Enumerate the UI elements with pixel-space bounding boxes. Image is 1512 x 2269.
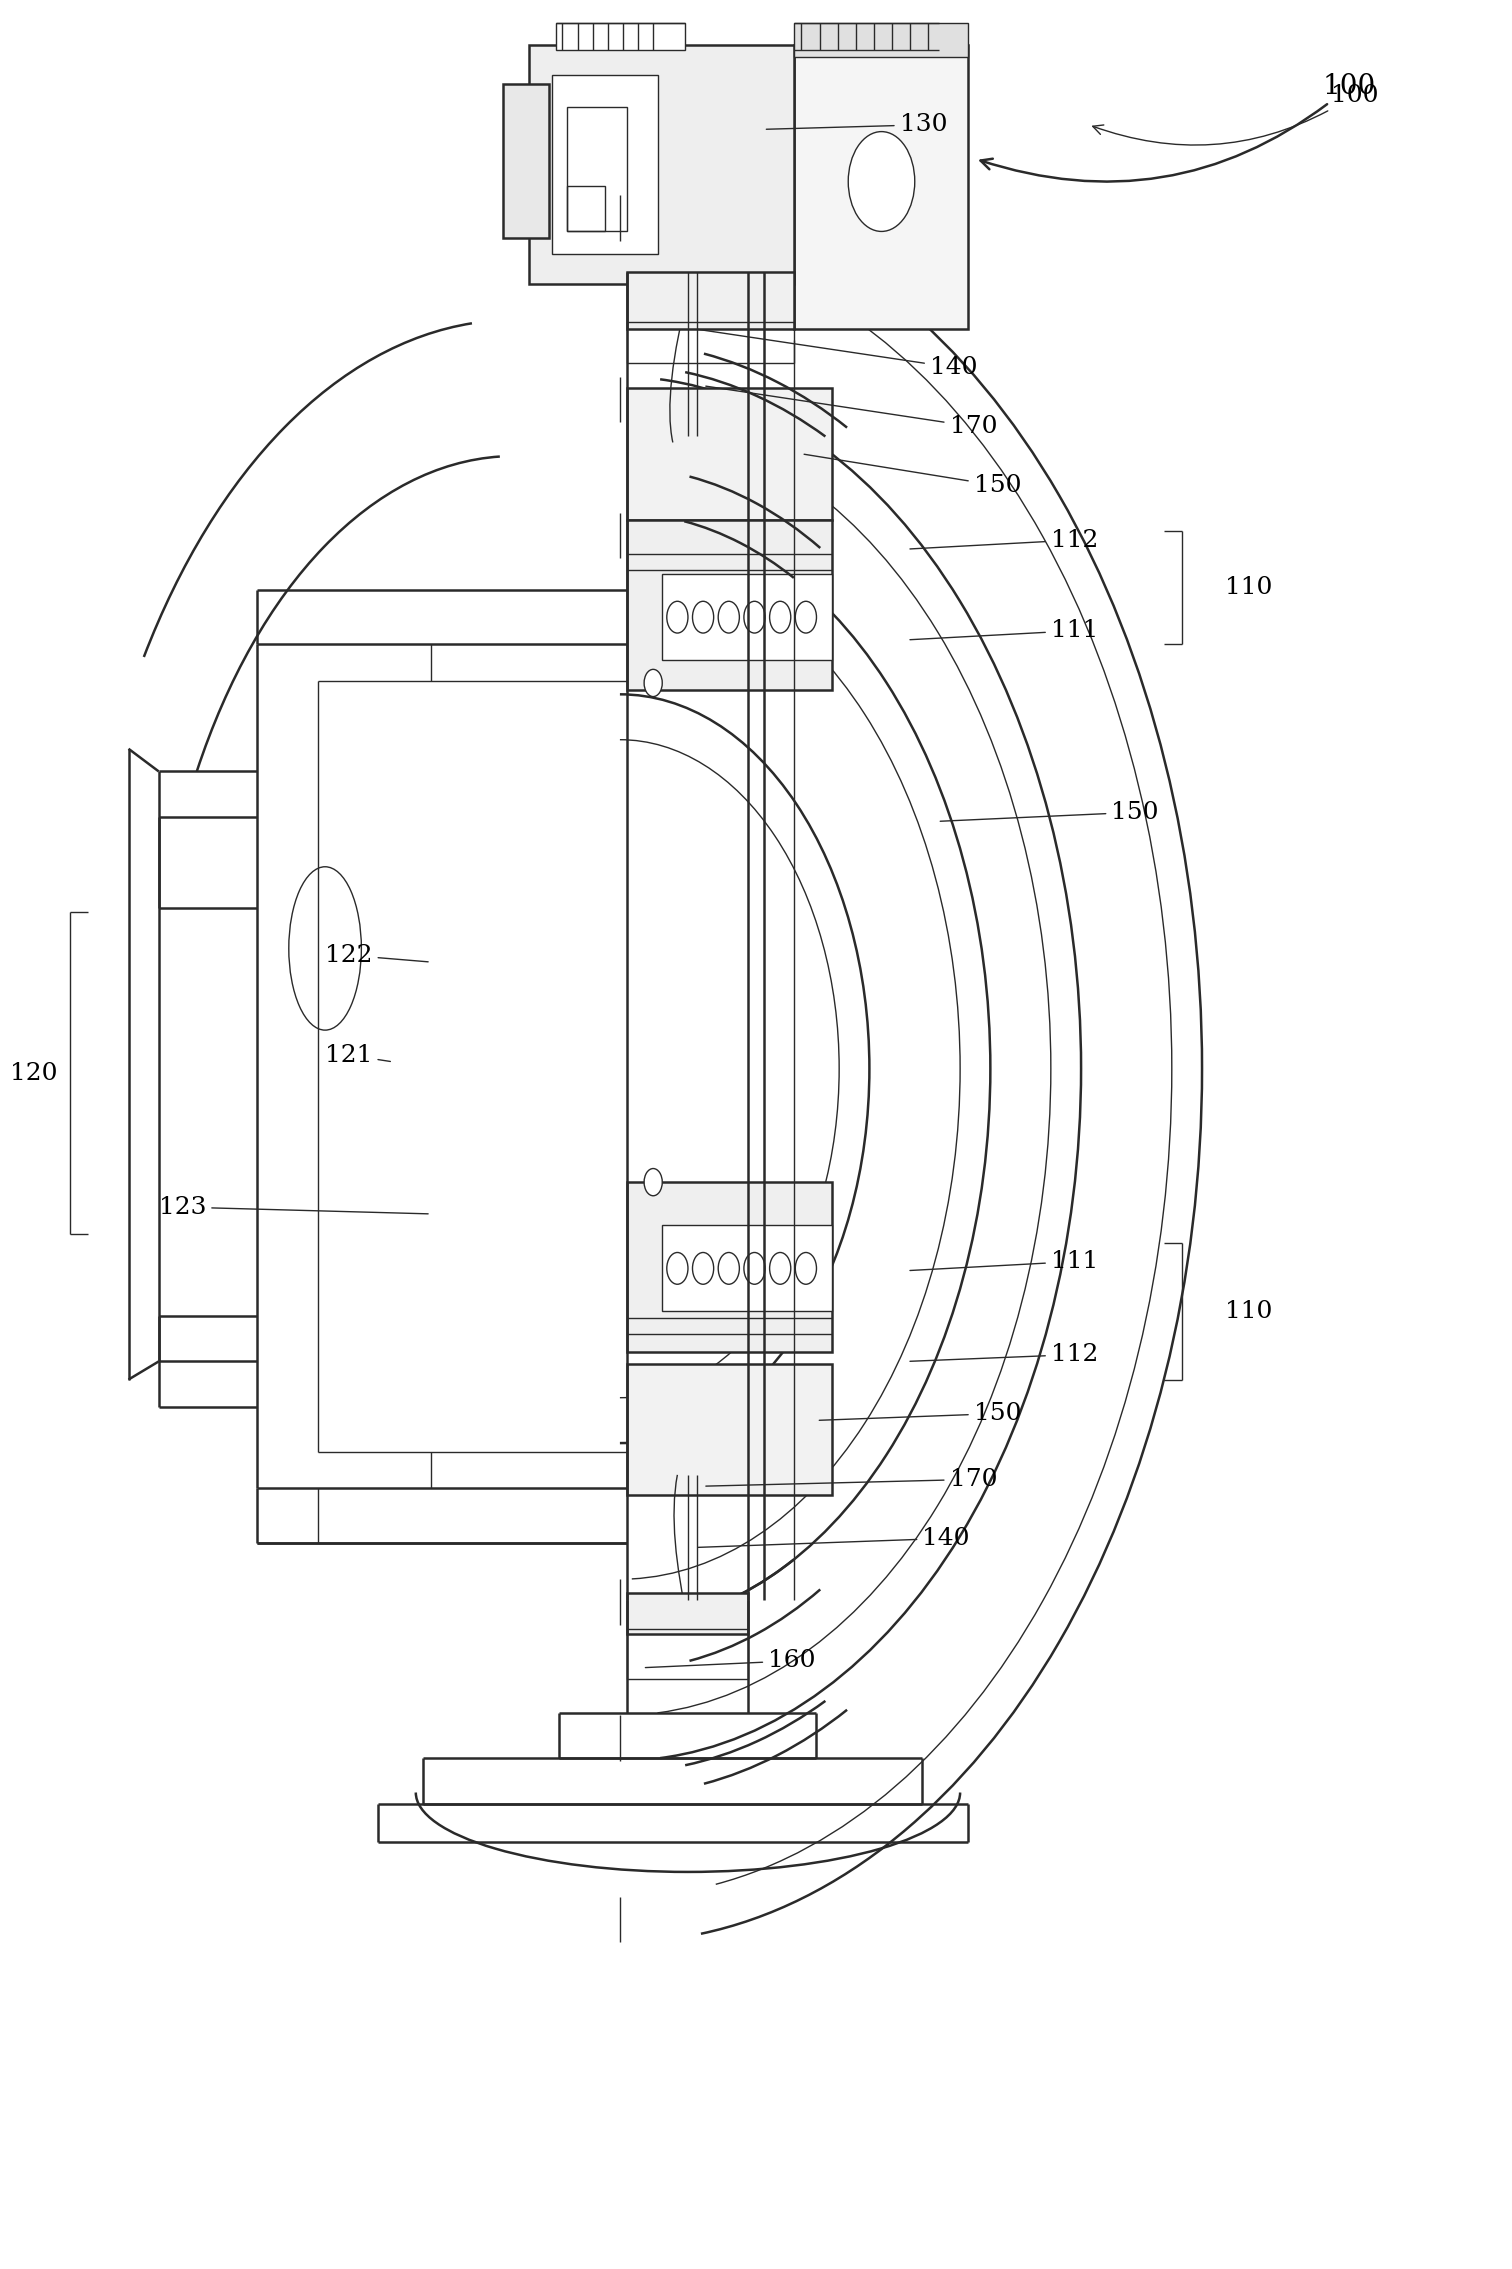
Circle shape [770,601,791,633]
Bar [503,84,549,238]
Bar [567,107,627,231]
Text: 170: 170 [706,1468,996,1491]
Circle shape [667,601,688,633]
Text: 160: 160 [646,1650,815,1672]
Bar [567,186,605,231]
Text: 110: 110 [1225,576,1272,599]
Bar [627,1182,832,1352]
Text: 140: 140 [699,329,977,379]
Text: 122: 122 [325,944,428,967]
Circle shape [744,1252,765,1284]
Ellipse shape [289,867,361,1030]
Circle shape [718,1252,739,1284]
Circle shape [692,1252,714,1284]
Text: 112: 112 [910,1343,1098,1366]
Text: 150: 150 [820,1402,1021,1425]
Text: 121: 121 [325,1044,390,1066]
Text: 140: 140 [699,1527,969,1550]
Bar [552,75,658,254]
Circle shape [770,1252,791,1284]
Bar [627,272,794,329]
Circle shape [795,1252,816,1284]
Bar [794,45,968,329]
Bar [627,1593,748,1634]
Circle shape [718,601,739,633]
Text: 112: 112 [910,529,1098,551]
Bar [662,574,832,660]
Bar [556,23,685,50]
Bar [627,520,832,690]
Circle shape [795,601,816,633]
Bar [627,388,832,520]
Text: 170: 170 [706,386,996,438]
Text: 150: 150 [804,454,1021,497]
Circle shape [644,1169,662,1196]
Bar [662,1225,832,1311]
Circle shape [667,1252,688,1284]
Circle shape [744,601,765,633]
Circle shape [692,601,714,633]
Bar [627,322,794,363]
Text: 123: 123 [159,1196,428,1218]
Text: 111: 111 [910,619,1098,642]
Text: 111: 111 [910,1250,1098,1273]
Text: 100: 100 [1093,84,1377,145]
Text: 150: 150 [940,801,1158,824]
Text: 120: 120 [9,1062,57,1085]
Bar [627,1364,832,1495]
Text: 100: 100 [981,73,1376,182]
Bar [627,1629,748,1679]
Circle shape [848,132,915,231]
Bar [529,45,794,284]
Text: 130: 130 [767,113,947,136]
Text: 110: 110 [1225,1300,1272,1323]
Bar [794,23,968,57]
Circle shape [644,669,662,697]
